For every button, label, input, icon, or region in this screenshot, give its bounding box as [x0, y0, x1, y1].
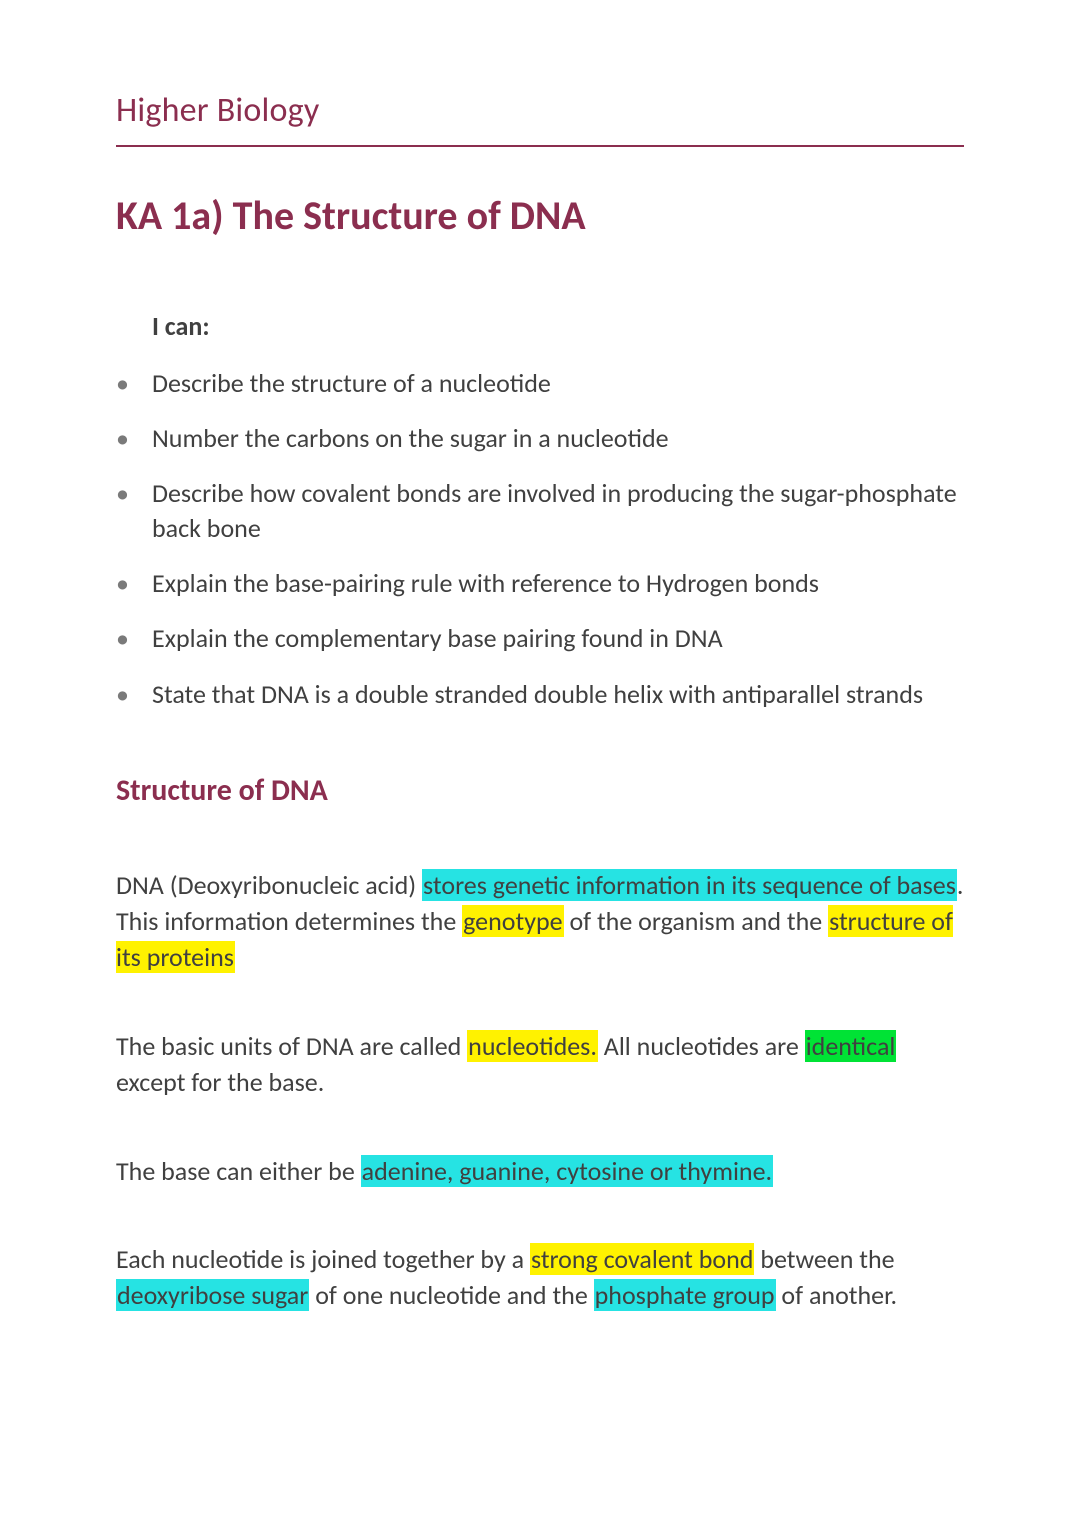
- body-paragraph: DNA (Deoxyribonucleic acid) stores genet…: [116, 867, 964, 976]
- list-item: Explain the complementary base pairing f…: [116, 621, 964, 656]
- list-item: Describe how covalent bonds are involved…: [116, 476, 964, 546]
- document-page: Higher Biology KA 1a) The Structure of D…: [0, 0, 1080, 1527]
- body-paragraph: Each nucleotide is joined together by a …: [116, 1241, 964, 1314]
- text-run: between the: [754, 1243, 894, 1275]
- highlighted-text: strong covalent bond: [530, 1243, 755, 1275]
- page-header: Higher Biology: [116, 90, 964, 131]
- list-item: Number the carbons on the sugar in a nuc…: [116, 421, 964, 456]
- list-item: State that DNA is a double stranded doub…: [116, 677, 964, 712]
- text-run: of another.: [776, 1279, 898, 1311]
- text-run: DNA (Deoxyribonucleic acid): [116, 869, 422, 901]
- highlighted-text: nucleotides.: [467, 1030, 598, 1062]
- text-run: Each nucleotide is joined together by a: [116, 1243, 530, 1275]
- objectives-list: Describe the structure of a nucleotide N…: [116, 366, 964, 712]
- text-run: The base can either be: [116, 1155, 361, 1187]
- body-paragraphs: DNA (Deoxyribonucleic acid) stores genet…: [116, 867, 964, 1314]
- i-can-label: I can:: [152, 310, 964, 342]
- main-title: KA 1a) The Structure of DNA: [116, 191, 964, 240]
- body-paragraph: The basic units of DNA are called nucleo…: [116, 1028, 964, 1101]
- text-run: All nucleotides are: [598, 1030, 805, 1062]
- list-item: Describe the structure of a nucleotide: [116, 366, 964, 401]
- highlighted-text: genotype: [462, 905, 563, 937]
- text-run: of the organism and the: [564, 905, 829, 937]
- list-item: Explain the base-pairing rule with refer…: [116, 566, 964, 601]
- text-run: except for the base.: [116, 1066, 324, 1098]
- highlighted-text: phosphate group: [594, 1279, 776, 1311]
- highlighted-text: stores genetic information in its sequen…: [422, 869, 957, 901]
- body-paragraph: The base can either be adenine, guanine,…: [116, 1153, 964, 1189]
- sub-title: Structure of DNA: [116, 772, 964, 809]
- text-run: of one nucleotide and the: [309, 1279, 593, 1311]
- highlighted-text: identical: [805, 1030, 897, 1062]
- highlighted-text: adenine, guanine, cytosine or thymine.: [361, 1155, 773, 1187]
- highlighted-text: deoxyribose sugar: [116, 1279, 309, 1311]
- text-run: The basic units of DNA are called: [116, 1030, 467, 1062]
- header-rule: [116, 145, 964, 147]
